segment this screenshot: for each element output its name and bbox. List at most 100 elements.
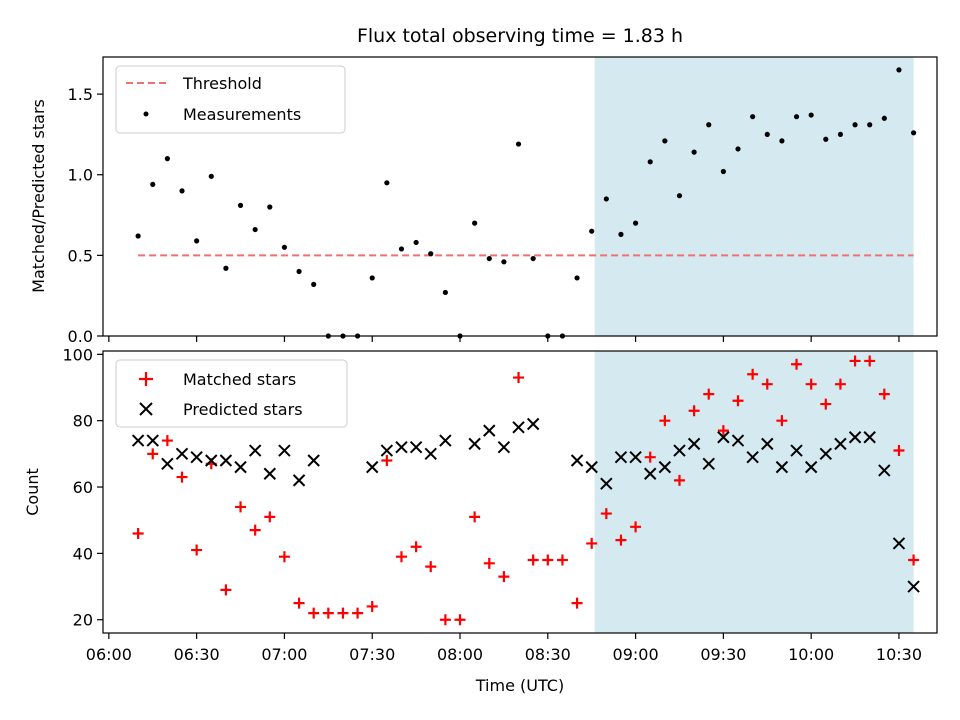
measurement-point — [296, 268, 302, 275]
measurement-point — [910, 130, 917, 136]
measurement-point — [779, 138, 785, 144]
predicted-star-point — [878, 464, 891, 477]
measurement-point — [589, 228, 595, 234]
measurement-point — [691, 149, 697, 155]
matched-star-point — [191, 544, 203, 556]
matched-star-point — [761, 378, 773, 390]
predicted-star-point — [131, 434, 145, 447]
predicted-star-point — [585, 460, 598, 474]
measurement-point — [164, 156, 170, 162]
predicted-star-point — [834, 437, 847, 451]
matched-star-point — [337, 607, 349, 619]
measurement-point — [179, 188, 185, 194]
matched-star-point — [410, 541, 422, 553]
predicted-star-point — [146, 434, 159, 447]
matched-star-point — [834, 378, 846, 390]
predicted-star-point — [775, 460, 789, 474]
x-tick-label: 08:30 — [525, 645, 571, 664]
matched-star-point — [469, 511, 481, 523]
measurement-point — [252, 226, 258, 233]
measurement-point — [896, 67, 902, 73]
matched-star-point — [732, 395, 744, 407]
measurement-point — [662, 138, 668, 144]
top-y-tick-label: 1.5 — [68, 85, 93, 104]
matched-star-point — [717, 425, 729, 437]
measurement-point — [735, 146, 741, 152]
matched-star-point — [322, 607, 334, 619]
top-legend-box — [115, 65, 346, 134]
matched-star-point — [776, 415, 788, 427]
measurement-point — [223, 265, 229, 271]
predicted-star-point — [161, 457, 174, 471]
predicted-star-point — [644, 467, 657, 480]
predicted-star-point — [761, 437, 774, 451]
x-tick-label: 06:00 — [86, 645, 132, 664]
bottom-plot-frame — [102, 350, 938, 634]
predicted-star-point — [629, 450, 642, 464]
predicted-star-point — [526, 417, 540, 431]
matched-star-point — [600, 508, 612, 520]
matched-star-point — [615, 534, 627, 546]
predicted-star-point — [190, 450, 203, 464]
matched-star-point — [864, 355, 876, 367]
predicted-star-point — [424, 447, 437, 461]
top-y-tick-label: 0.5 — [68, 246, 93, 265]
measurement-point — [618, 231, 624, 237]
x-tick-label: 08:00 — [437, 645, 483, 664]
bottom-highlight-span — [594, 351, 914, 633]
x-tick-label: 07:30 — [349, 645, 395, 664]
measurement-point — [281, 244, 288, 250]
matched-star-point — [586, 537, 598, 549]
measurement-point — [764, 131, 770, 138]
measurements-legend-swatch — [143, 111, 149, 117]
predicted-star-point — [497, 441, 511, 454]
measurement-point — [267, 204, 273, 210]
predicted-star-point — [907, 580, 920, 593]
predicted-star-point — [614, 450, 628, 464]
predicted-star-point — [673, 444, 686, 457]
matched-star-point — [571, 597, 583, 609]
x-tick-label: 07:00 — [261, 645, 307, 664]
matched-star-point — [527, 554, 539, 566]
top-y-tick-label: 0.0 — [68, 327, 93, 346]
predicted-star-point — [570, 454, 584, 467]
predicted-star-point — [234, 460, 247, 474]
bottom-y-axis-label: Count — [23, 468, 42, 516]
matched-star-point — [381, 454, 393, 466]
predicted-star-point — [263, 467, 277, 480]
matched-star-point — [556, 554, 568, 566]
predicted-star-point — [278, 444, 291, 457]
predicted-star-point — [380, 444, 394, 457]
matched-star-point — [425, 561, 437, 573]
bottom-y-tick-label: 80 — [73, 412, 93, 431]
matched-star-point — [278, 551, 290, 563]
x-axis-label: Time (UTC) — [475, 676, 564, 695]
predicted-star-point — [248, 444, 262, 457]
predicted-star-point — [468, 437, 481, 451]
measurement-point — [237, 202, 244, 208]
matched-star-point — [293, 597, 305, 609]
matched-star-point — [132, 527, 144, 539]
bottom-y-tick-label: 100 — [62, 345, 93, 364]
predicted-legend-swatch — [139, 402, 153, 416]
predicted-star-point — [863, 431, 876, 444]
predicted-star-point — [395, 441, 408, 454]
measurement-point — [442, 289, 448, 296]
matched-star-point — [439, 614, 451, 626]
matched-star-point — [235, 501, 247, 513]
matched-star-point — [893, 445, 905, 457]
bottom-y-tick-label: 60 — [73, 478, 93, 497]
measurement-point — [486, 255, 492, 262]
matched-star-point — [878, 388, 890, 400]
x-tick-label: 10:00 — [788, 645, 834, 664]
matched-legend-label: Matched stars — [183, 370, 296, 389]
measurement-point — [194, 238, 200, 244]
matched-star-point — [264, 511, 276, 523]
measurement-point — [208, 173, 214, 179]
predicted-star-point — [512, 421, 525, 434]
measurement-point — [808, 112, 814, 118]
predicted-star-point — [790, 444, 803, 457]
matched-star-point — [161, 435, 173, 447]
matched-star-point — [498, 571, 510, 583]
